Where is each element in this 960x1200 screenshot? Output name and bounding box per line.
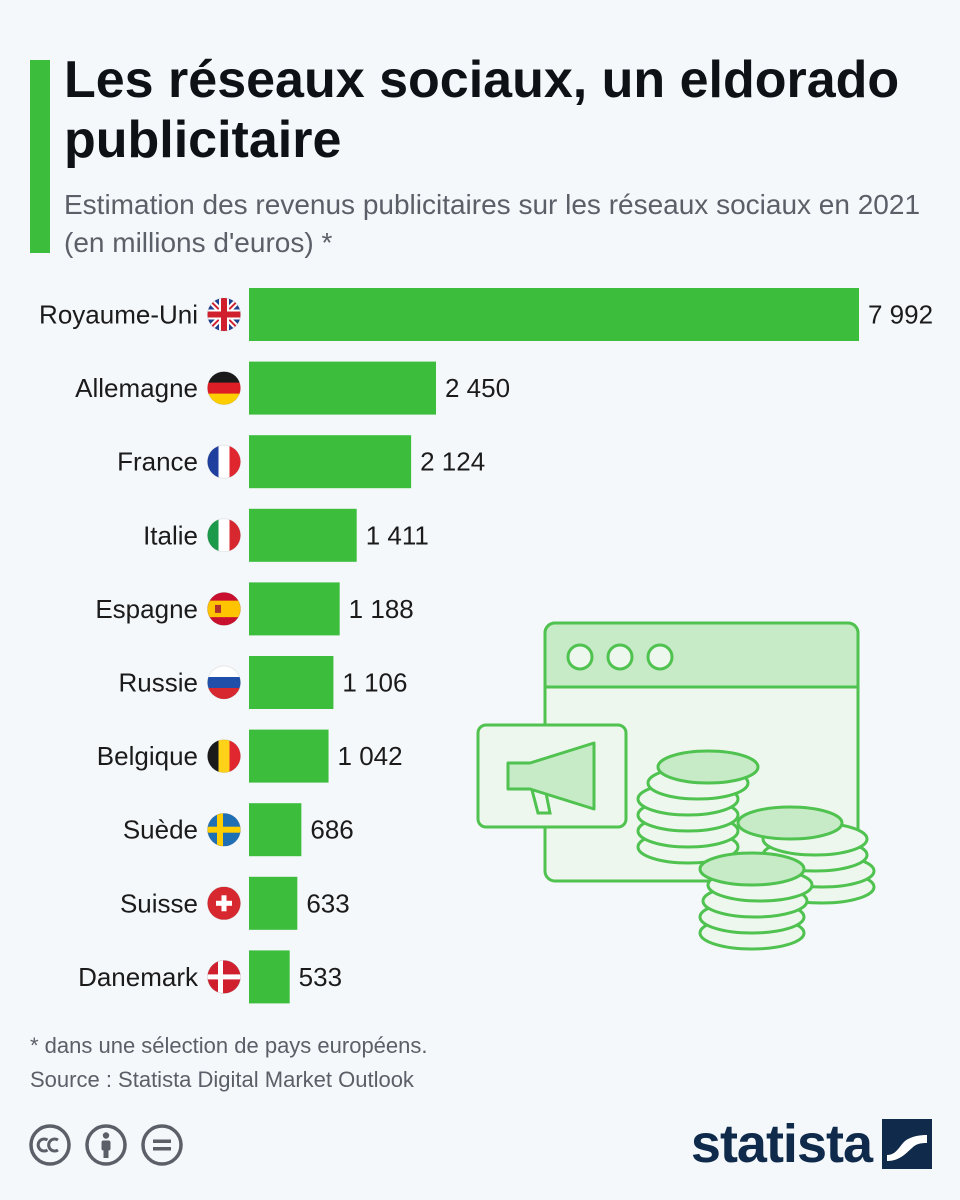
ch-flag-icon bbox=[207, 886, 241, 921]
value-label: 1 042 bbox=[338, 741, 403, 771]
category-label: France bbox=[117, 447, 198, 477]
coins-icon bbox=[636, 749, 876, 951]
it-flag-icon bbox=[207, 518, 241, 553]
category-label: Suisse bbox=[120, 888, 198, 918]
bar bbox=[249, 656, 334, 709]
value-label: 2 450 bbox=[445, 373, 510, 403]
bar bbox=[249, 582, 340, 636]
value-label: 7 992 bbox=[868, 300, 933, 330]
value-label: 1 188 bbox=[349, 594, 414, 624]
value-label: 686 bbox=[310, 815, 353, 845]
statista-brand[interactable]: statista bbox=[691, 1114, 932, 1174]
bar-row: Royaume-Uni 7 992 bbox=[39, 288, 933, 341]
bar-row: Suède 686 bbox=[123, 803, 354, 857]
bar bbox=[249, 729, 329, 783]
uk-flag-icon bbox=[207, 297, 241, 332]
category-label: Danemark bbox=[78, 962, 199, 992]
page-title: Les réseaux sociaux, un eldorado publici… bbox=[64, 51, 900, 169]
bar bbox=[249, 950, 290, 1004]
bar-row: Belgique 1 042 bbox=[97, 729, 403, 783]
license-icons bbox=[28, 1123, 184, 1167]
category-label: Russie bbox=[119, 668, 198, 698]
category-label: Allemagne bbox=[75, 373, 198, 403]
bar-chart: Royaume-Uni 7 992 Allemagne 2 450 France 2 12… bbox=[39, 288, 933, 1004]
brand-name: statista bbox=[690, 1114, 873, 1174]
cc-icon[interactable] bbox=[28, 1123, 72, 1167]
bar-row: Espagne 1 188 bbox=[95, 582, 414, 636]
de-flag-icon bbox=[207, 371, 241, 406]
bar-row: Suisse 633 bbox=[120, 876, 350, 930]
bar bbox=[249, 508, 357, 562]
no-derivatives-icon[interactable] bbox=[140, 1123, 184, 1167]
subtitle: Estimation des revenus publicitaires sur… bbox=[64, 189, 921, 258]
es-flag-icon bbox=[207, 591, 241, 626]
bar-row: Russie 1 106 bbox=[119, 656, 407, 709]
statista-logo-icon bbox=[882, 1119, 932, 1169]
be-flag-icon bbox=[207, 739, 241, 774]
footnote: * dans une sélection de pays européens. bbox=[30, 1033, 428, 1058]
bar bbox=[249, 361, 436, 415]
fr-flag-icon bbox=[207, 444, 241, 479]
megaphone-icon bbox=[476, 723, 628, 829]
value-label: 633 bbox=[306, 888, 349, 918]
bar-row: France 2 124 bbox=[117, 435, 485, 489]
category-label: Royaume-Uni bbox=[39, 300, 198, 330]
attribution-icon[interactable] bbox=[84, 1123, 128, 1167]
bar-row: Allemagne 2 450 bbox=[75, 361, 510, 415]
ad-revenue-illustration bbox=[476, 621, 876, 951]
se-flag-icon bbox=[207, 812, 241, 847]
category-label: Italie bbox=[143, 520, 198, 550]
value-label: 1 106 bbox=[342, 668, 407, 698]
accent-bar bbox=[30, 60, 50, 253]
source-note: Source : Statista Digital Market Outlook bbox=[30, 1067, 414, 1092]
bar-row: Italie 1 411 bbox=[143, 508, 429, 562]
bar bbox=[249, 876, 298, 930]
bar bbox=[249, 803, 302, 857]
value-label: 2 124 bbox=[420, 447, 485, 477]
dk-flag-icon bbox=[207, 959, 241, 994]
bar bbox=[249, 435, 412, 489]
value-label: 1 411 bbox=[366, 520, 429, 550]
bar-row: Danemark 533 bbox=[78, 950, 342, 1004]
ru-flag-icon bbox=[207, 665, 241, 700]
category-label: Suède bbox=[123, 815, 198, 845]
value-label: 533 bbox=[299, 962, 342, 992]
bar bbox=[249, 288, 859, 341]
category-label: Belgique bbox=[97, 741, 198, 771]
category-label: Espagne bbox=[95, 594, 198, 624]
